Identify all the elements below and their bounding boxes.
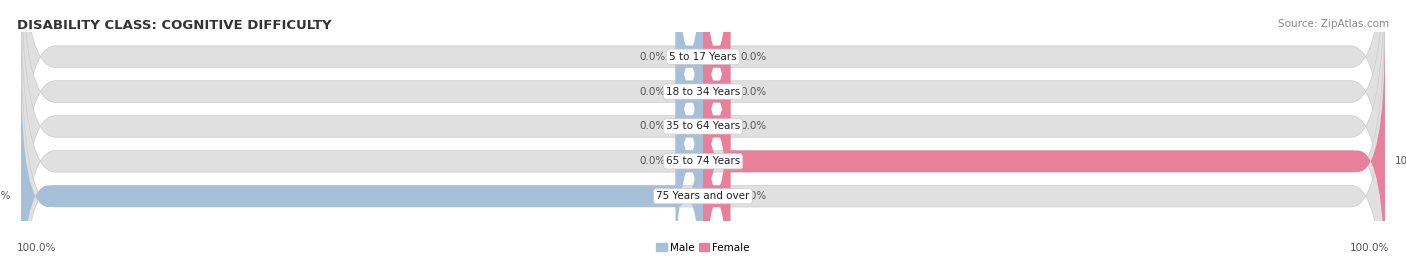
FancyBboxPatch shape [703, 68, 730, 269]
FancyBboxPatch shape [21, 0, 1385, 220]
Text: 100.0%: 100.0% [1350, 243, 1389, 253]
Text: 75 Years and over: 75 Years and over [657, 191, 749, 201]
Text: 0.0%: 0.0% [741, 121, 766, 132]
Text: 18 to 34 Years: 18 to 34 Years [666, 87, 740, 97]
FancyBboxPatch shape [703, 0, 730, 185]
Text: DISABILITY CLASS: COGNITIVE DIFFICULTY: DISABILITY CLASS: COGNITIVE DIFFICULTY [17, 19, 332, 32]
FancyBboxPatch shape [676, 0, 703, 185]
Text: 0.0%: 0.0% [640, 121, 665, 132]
Text: 5 to 17 Years: 5 to 17 Years [669, 52, 737, 62]
Text: 35 to 64 Years: 35 to 64 Years [666, 121, 740, 132]
FancyBboxPatch shape [676, 33, 703, 269]
Legend: Male, Female: Male, Female [652, 238, 754, 257]
FancyBboxPatch shape [703, 0, 730, 255]
FancyBboxPatch shape [703, 0, 730, 220]
FancyBboxPatch shape [21, 33, 1385, 269]
Text: Source: ZipAtlas.com: Source: ZipAtlas.com [1278, 19, 1389, 29]
FancyBboxPatch shape [703, 33, 1385, 269]
Text: 100.0%: 100.0% [0, 191, 11, 201]
Text: 65 to 74 Years: 65 to 74 Years [666, 156, 740, 166]
Text: 0.0%: 0.0% [640, 87, 665, 97]
Text: 0.0%: 0.0% [741, 191, 766, 201]
Text: 0.0%: 0.0% [741, 52, 766, 62]
FancyBboxPatch shape [21, 0, 1385, 255]
FancyBboxPatch shape [21, 68, 703, 269]
FancyBboxPatch shape [21, 0, 1385, 269]
Text: 0.0%: 0.0% [741, 87, 766, 97]
FancyBboxPatch shape [21, 0, 1385, 269]
Text: 100.0%: 100.0% [17, 243, 56, 253]
Text: 0.0%: 0.0% [640, 52, 665, 62]
Text: 0.0%: 0.0% [640, 156, 665, 166]
FancyBboxPatch shape [676, 0, 703, 220]
FancyBboxPatch shape [676, 0, 703, 255]
Text: 100.0%: 100.0% [1395, 156, 1406, 166]
